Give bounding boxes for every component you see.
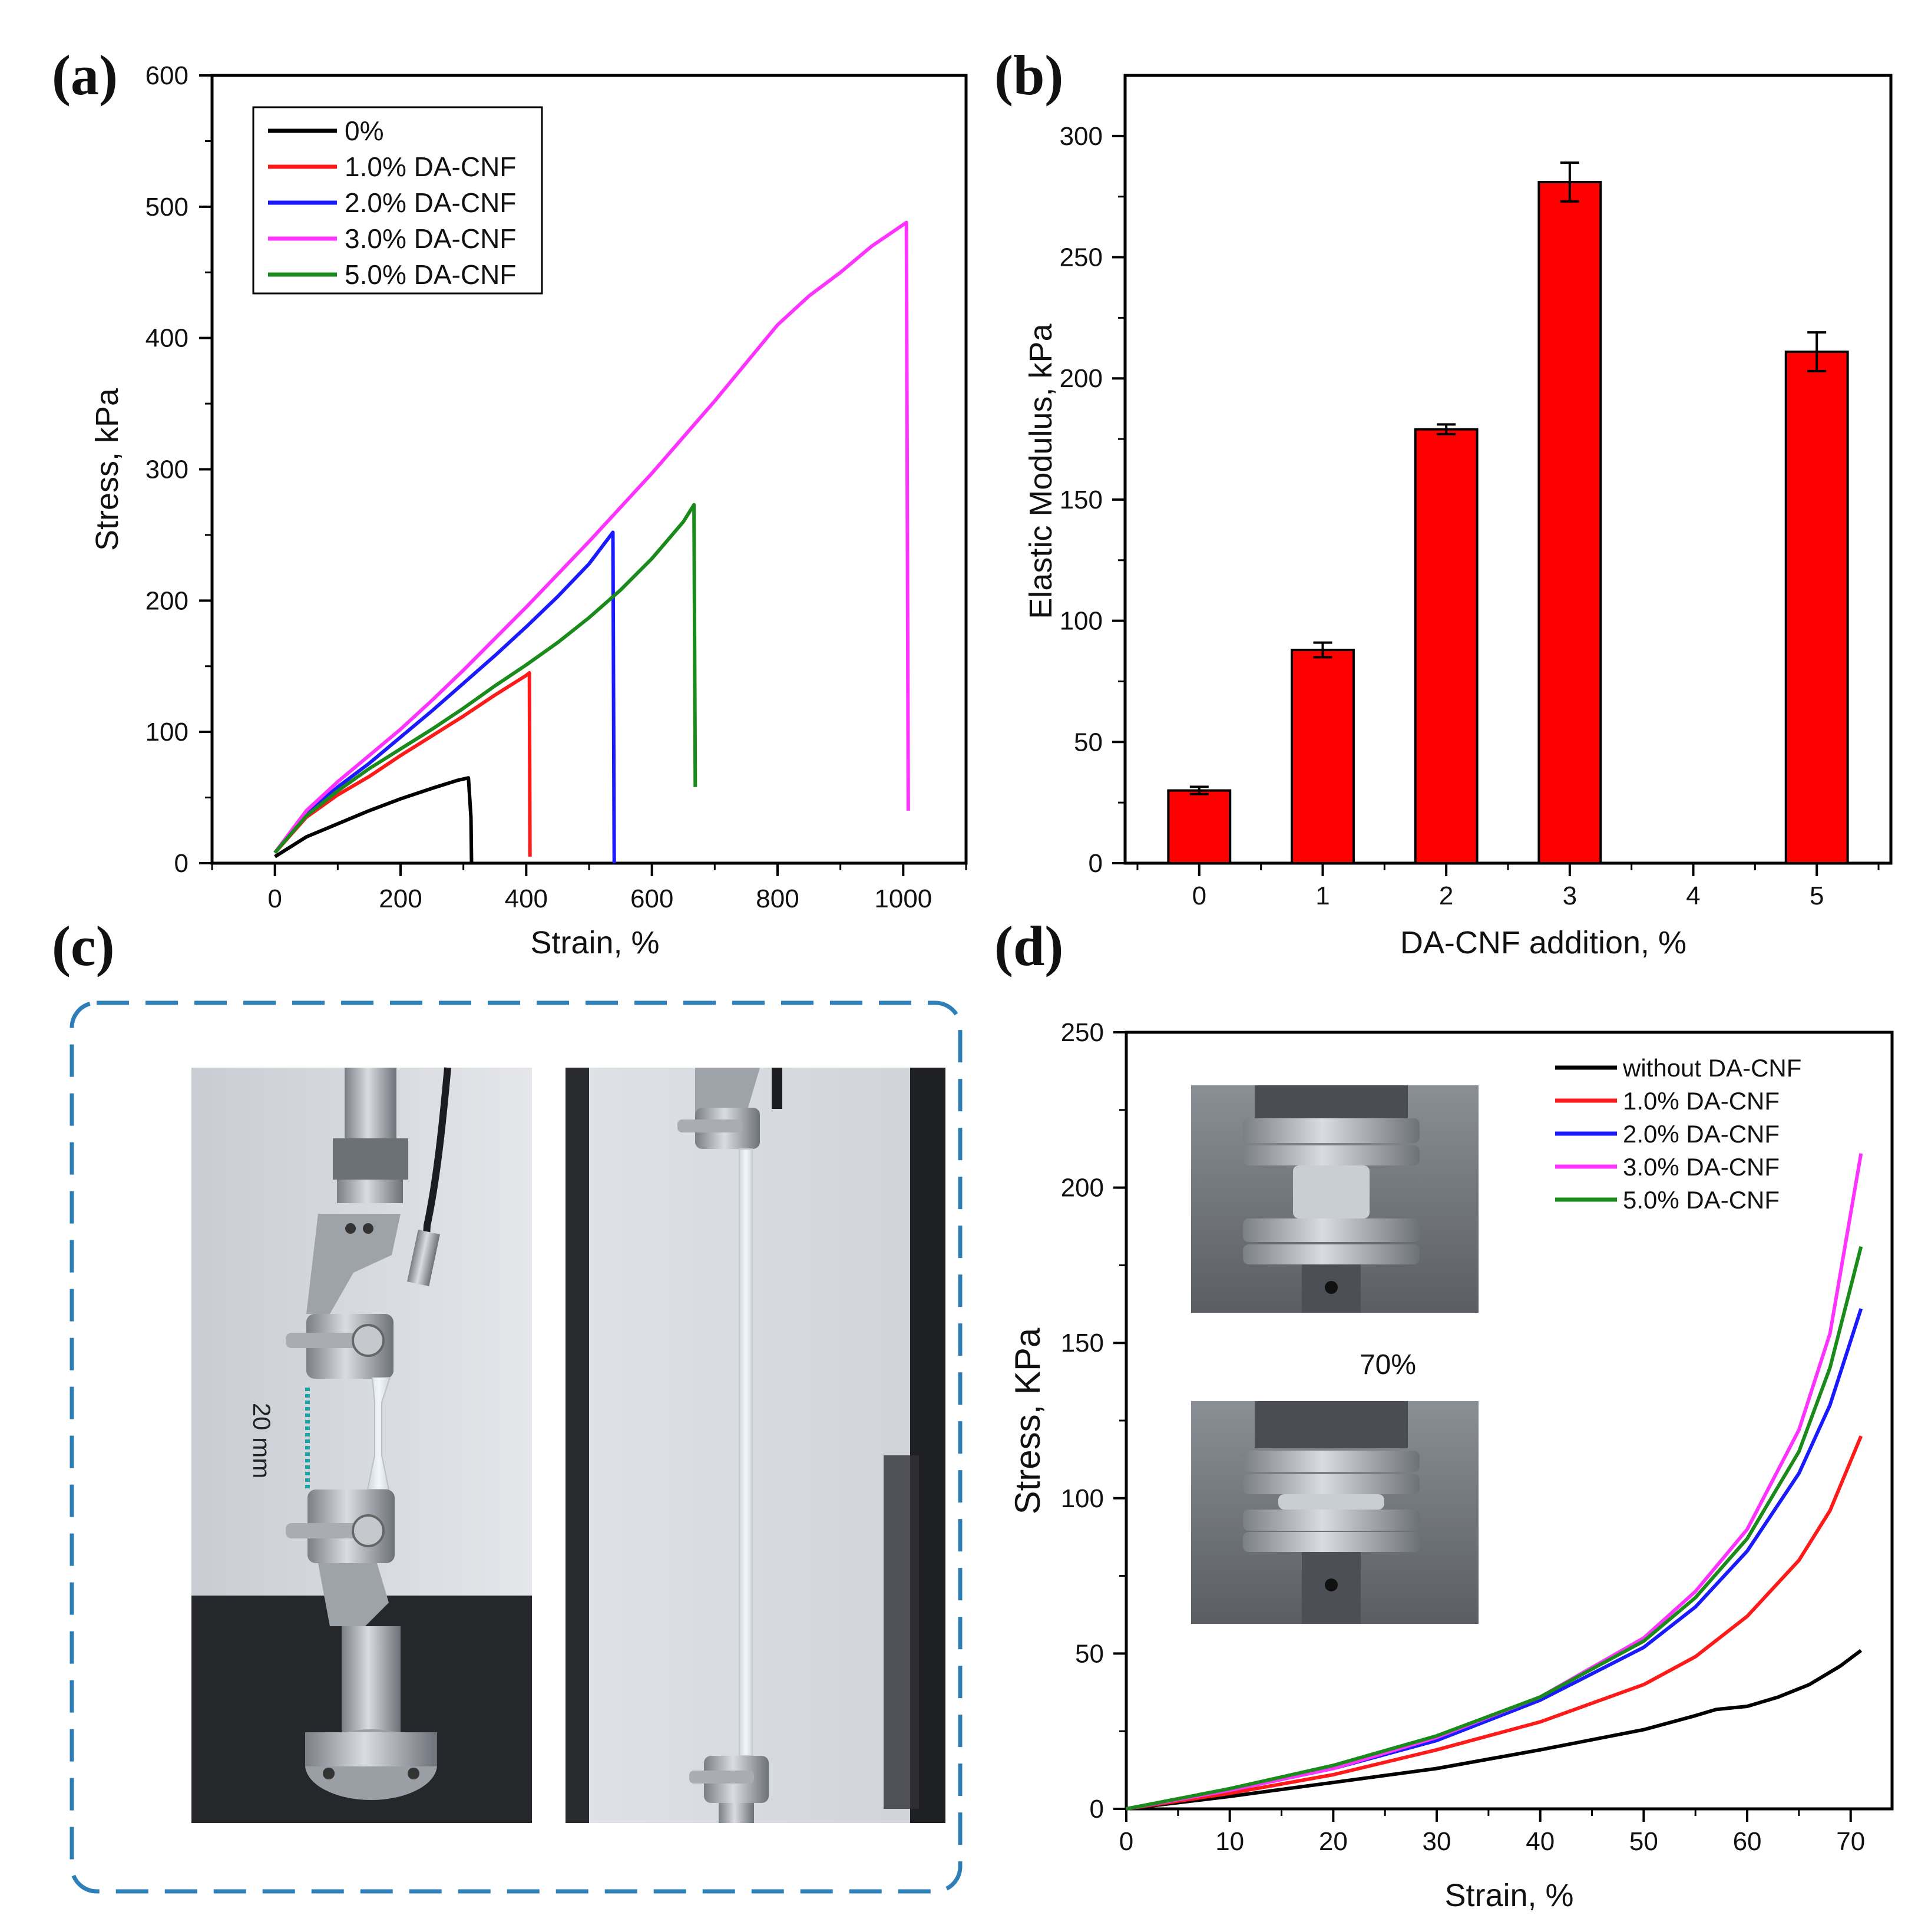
chart-b-xtick-label: 2	[1439, 881, 1453, 910]
chart-b-ytick-label: 50	[1074, 728, 1103, 757]
chart-b-ytick-label: 100	[1060, 607, 1103, 636]
chart-d-series-line-0	[1126, 1649, 1863, 1811]
chart-b-xtick-label: 4	[1686, 881, 1700, 910]
chart-a-legend-label: 3.0% DA-CNF	[345, 223, 516, 254]
chart-d-series-line-3	[1126, 1153, 1863, 1811]
chart-d-ytick-label: 0	[1090, 1795, 1104, 1824]
chart-b-ylabel: Elastic Modulus, kPa	[1023, 323, 1059, 619]
chart-b-xlabel: DA-CNF addition, %	[1400, 925, 1686, 960]
chart-d-ytick-label: 150	[1061, 1329, 1104, 1358]
chart-a-ytick-label: 600	[145, 61, 188, 90]
chart-d-xtick-label: 20	[1319, 1827, 1348, 1856]
inset-photo-compressed	[1191, 1401, 1479, 1624]
chart-d-ytick-label: 200	[1061, 1174, 1104, 1203]
chart-b-ytick-label: 150	[1060, 486, 1103, 514]
chart-d-xtick-label: 40	[1526, 1827, 1555, 1856]
chart-d-legend-label: 5.0% DA-CNF	[1623, 1186, 1780, 1214]
chart-b-bar	[1784, 350, 1849, 864]
chart-a-ytick-label: 100	[145, 718, 188, 747]
chart-b-frame	[1123, 74, 1893, 865]
chart-a-ytick-label: 500	[145, 193, 188, 222]
chart-a-xtick-label: 0	[267, 884, 282, 913]
chart-a-ytick-label: 400	[145, 324, 188, 353]
chart-a-xtick-label: 200	[379, 884, 422, 913]
chart-b-bar	[1414, 428, 1479, 864]
chart-d-legend-label: 2.0% DA-CNF	[1623, 1120, 1780, 1148]
chart-d-ytick-label: 100	[1061, 1484, 1104, 1513]
chart-a-series-line-3	[273, 220, 910, 854]
scale-label: 20 mm	[248, 1403, 276, 1478]
chart-a-xtick-label: 600	[630, 884, 673, 913]
chart-d-xtick-label: 0	[1119, 1827, 1133, 1856]
chart-b-ytick-label: 300	[1060, 122, 1103, 151]
chart-d-legend-label: 1.0% DA-CNF	[1623, 1087, 1780, 1115]
chart-d-xtick-label: 70	[1836, 1827, 1865, 1856]
chart-a-ytick-label: 0	[174, 849, 188, 878]
chart-d-xtick-label: 30	[1423, 1827, 1451, 1856]
chart-b-bar	[1167, 789, 1232, 864]
chart-d-ytick-label: 250	[1061, 1018, 1104, 1047]
photo-before-stretching: 20 mm	[191, 1067, 532, 1823]
chart-a-stress-strain: 0 200 400 600 800 1000 0 100 200 300 400 500 600 Str…	[90, 61, 968, 960]
chart-d-series-line-4	[1126, 1246, 1863, 1811]
chart-a-series-line-4	[273, 503, 697, 854]
panel-c-tensile-photos: 20 mm	[70, 1000, 963, 1894]
chart-b-bar	[1537, 181, 1602, 864]
chart-d-xlabel: Strain, %	[1444, 1878, 1573, 1913]
dashed-frame	[70, 1000, 963, 1894]
chart-a-series-line-1	[273, 671, 532, 857]
chart-b-ytick-label: 250	[1060, 243, 1103, 272]
chart-a-ytick-label: 200	[145, 586, 188, 615]
chart-a-xlabel: Strain, %	[530, 925, 659, 960]
chart-d-ytick-label: 50	[1075, 1639, 1104, 1668]
chart-d-legend-label: without DA-CNF	[1622, 1054, 1801, 1082]
chart-b-xtick-label: 3	[1563, 881, 1577, 910]
chart-d-legend-label: 3.0% DA-CNF	[1623, 1153, 1780, 1181]
chart-b-ytick-label: 200	[1060, 364, 1103, 393]
chart-a-legend-label: 1.0% DA-CNF	[345, 151, 516, 182]
chart-a-legend-label: 2.0% DA-CNF	[345, 187, 516, 218]
chart-a-xtick-label: 400	[505, 884, 548, 913]
chart-b-xtick-label: 0	[1192, 881, 1206, 910]
chart-b-ytick-label: 0	[1089, 849, 1103, 878]
chart-d-xtick-label: 10	[1215, 1827, 1244, 1856]
chart-a-xtick-label: 1000	[874, 884, 932, 913]
chart-b-xtick-label: 5	[1810, 881, 1824, 910]
chart-a-legend-label: 5.0% DA-CNF	[345, 259, 516, 290]
chart-a-series-line-2	[273, 530, 616, 864]
chart-a-ytick-label: 300	[145, 455, 188, 484]
chart-d-ylabel: Stress, KPa	[1008, 1327, 1047, 1514]
chart-d-legend: without DA-CNF 1.0% DA-CNF 2.0% DA-CNF 3.0%…	[1555, 1054, 1801, 1214]
chart-b-xtick-label: 1	[1315, 881, 1330, 910]
panel-label-b: (b)	[994, 44, 1063, 107]
chart-a-series-line-0	[274, 776, 474, 864]
inset-strain-label: 70%	[1360, 1349, 1416, 1381]
panel-label-c: (c)	[52, 914, 115, 977]
chart-a-ylabel: Stress, kPa	[90, 388, 125, 551]
panel-label-a: (a)	[52, 44, 118, 107]
chart-d-series-line-1	[1126, 1435, 1863, 1811]
chart-a-legend-label: 0%	[345, 115, 383, 146]
chart-a-legend: 0% 1.0% DA-CNF 2.0% DA-CNF 3.0% DA-CNF 5.0% …	[252, 106, 543, 295]
chart-b-bar	[1291, 648, 1355, 865]
photo-after-stretching	[565, 1068, 945, 1823]
inset-photo-uncompressed	[1191, 1085, 1479, 1313]
chart-a-xtick-label: 800	[756, 884, 799, 913]
chart-d-xtick-label: 60	[1733, 1827, 1762, 1856]
panel-label-d: (d)	[994, 914, 1063, 977]
chart-d-xtick-label: 50	[1629, 1827, 1658, 1856]
